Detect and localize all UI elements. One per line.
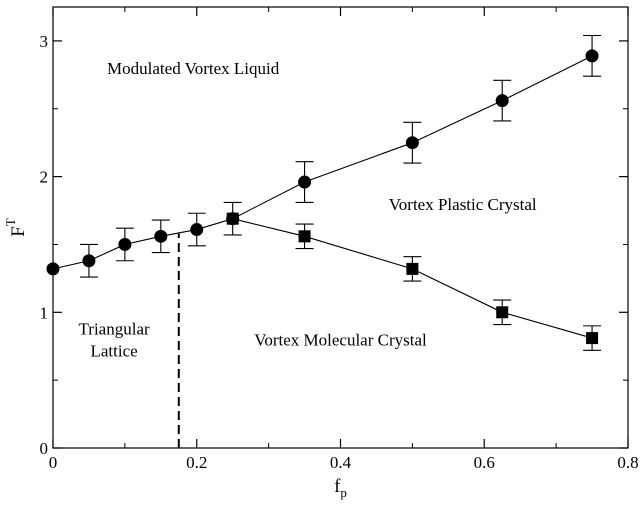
x-tick-label: 0.8 xyxy=(617,453,638,472)
series-1-line xyxy=(52,55,593,270)
y-tick-label: 1 xyxy=(40,303,49,322)
square-marker xyxy=(226,212,239,225)
circle-marker xyxy=(118,237,132,251)
square-marker xyxy=(496,306,509,319)
region-label: Vortex Molecular Crystal xyxy=(254,330,427,349)
circle-marker xyxy=(190,223,204,237)
circle-marker xyxy=(585,49,599,63)
y-tick-label: 2 xyxy=(40,168,49,187)
region-label: Lattice xyxy=(90,341,137,360)
x-tick-label: 0.4 xyxy=(330,453,352,472)
circle-marker xyxy=(405,136,419,150)
x-axis-label-subscript: p xyxy=(340,485,347,500)
x-axis-label-main: f xyxy=(334,476,341,497)
y-axis-label: FT xyxy=(3,218,29,237)
square-marker xyxy=(406,262,419,275)
x-tick-label: 0 xyxy=(49,453,58,472)
region-label: Triangular xyxy=(79,319,150,338)
axis-ticks: 0 0.2 0.4 0.6 0.8 0 1 2 3 xyxy=(40,7,639,472)
region-label: Vortex Plastic Crystal xyxy=(389,195,537,214)
data-series xyxy=(46,34,602,351)
y-axis-label-main: F xyxy=(8,226,29,237)
circle-marker xyxy=(495,94,509,108)
square-marker xyxy=(586,332,599,345)
y-tick-label: 3 xyxy=(40,32,49,51)
y-axis-label-superscript: T xyxy=(3,218,18,226)
y-tick-label: 0 xyxy=(40,439,49,458)
x-axis-label: fp xyxy=(334,476,347,500)
square-marker xyxy=(298,230,311,243)
circle-marker xyxy=(298,175,312,189)
x-tick-label: 0.2 xyxy=(186,453,207,472)
circle-marker xyxy=(82,254,96,268)
x-tick-label: 0.6 xyxy=(474,453,495,472)
region-label: Modulated Vortex Liquid xyxy=(107,59,280,78)
region-labels: Modulated Vortex Liquid Vortex Plastic Cr… xyxy=(79,59,537,360)
circle-marker xyxy=(154,229,168,243)
circle-marker xyxy=(46,262,60,276)
